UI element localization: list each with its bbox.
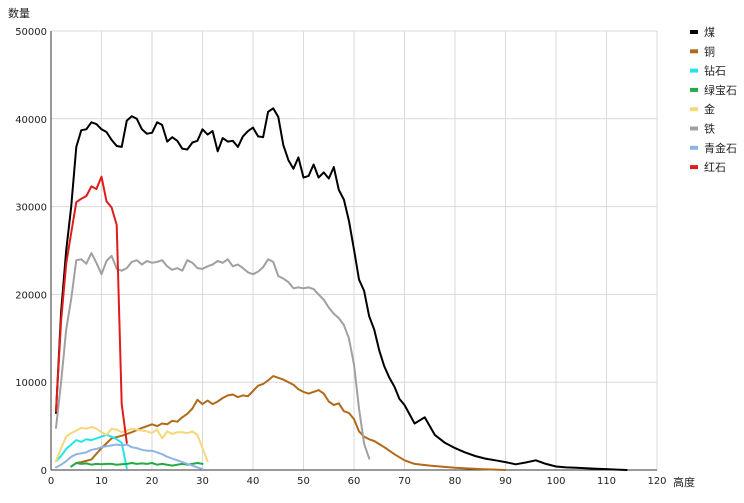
- legend-label-5: 金: [704, 102, 715, 116]
- x-tick-label: 30: [196, 476, 209, 487]
- legend-label-7: 青金石: [704, 141, 737, 155]
- x-tick-label: 50: [297, 476, 310, 487]
- x-tick-label: 90: [499, 476, 512, 487]
- legend-label-1: 煤: [704, 26, 715, 39]
- series-line-2: [75, 375, 507, 471]
- x-tick-label: 40: [247, 476, 260, 487]
- legend-label-8: 红石: [704, 161, 726, 174]
- y-tick-label: 30000: [15, 203, 47, 214]
- legend-swatch-5: [690, 107, 698, 112]
- y-tick-label: 40000: [15, 115, 47, 126]
- legend-swatch-3: [690, 68, 698, 73]
- series-line-8: [55, 175, 128, 444]
- x-tick-label: 20: [146, 476, 159, 487]
- x-tick-label: 80: [449, 476, 462, 487]
- legend-swatch-4: [690, 87, 698, 92]
- legend-swatch-7: [690, 145, 698, 150]
- series-line-4: [70, 462, 204, 468]
- x-tick-label: 60: [348, 476, 361, 487]
- legend-label-2: 铜: [704, 44, 715, 58]
- x-tick-label: 120: [647, 476, 666, 487]
- y-tick-label: 10000: [15, 378, 47, 389]
- legend-swatch-8: [690, 165, 698, 170]
- series-line-3: [55, 433, 128, 470]
- legend-swatch-2: [690, 49, 698, 54]
- x-tick-label: 70: [398, 476, 411, 487]
- x-tick-label: 100: [546, 476, 565, 487]
- series-line-1: [55, 107, 628, 471]
- y-tick-label: 20000: [15, 290, 47, 301]
- legend-swatch-1: [690, 30, 698, 34]
- x-axis-label: 高度: [673, 475, 695, 489]
- x-tick-label: 10: [95, 476, 108, 487]
- series-line-5: [55, 426, 209, 463]
- legend-swatch-6: [690, 126, 698, 131]
- x-tick-label: 110: [597, 476, 616, 487]
- legend-label-3: 钻石: [704, 64, 726, 78]
- legend-label-6: 铁: [704, 123, 715, 136]
- series-line-7: [55, 443, 204, 471]
- y-tick-label: 50000: [15, 27, 47, 38]
- legend-label-4: 绿宝石: [704, 83, 737, 97]
- series-line-6: [55, 252, 371, 460]
- y-axis-label: 数量: [8, 7, 30, 20]
- x-tick-label: 0: [48, 476, 54, 487]
- y-tick-label: 0: [41, 466, 47, 477]
